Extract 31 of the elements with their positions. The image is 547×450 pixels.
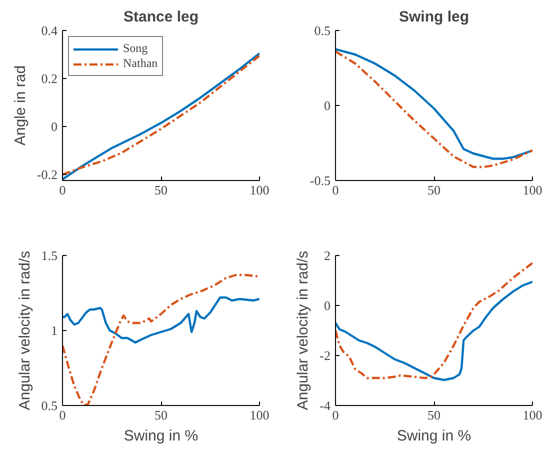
x-tick-label: 100: [250, 408, 270, 422]
y-tick-label: 1.5: [41, 248, 58, 263]
y-axis-title: Angle in rad: [12, 65, 29, 146]
y-tick-label: 0: [324, 298, 330, 313]
x-tick-label: 100: [250, 182, 270, 198]
x-tick-label: 100: [522, 408, 542, 422]
y-tick-label: 0: [324, 98, 330, 113]
x-tick-label: 50: [154, 182, 168, 198]
y-tick-label: -0.2: [36, 167, 58, 182]
x-tick-label: 50: [154, 408, 168, 422]
y-tick-label: -4: [320, 398, 331, 413]
legend-label: Song: [123, 41, 148, 56]
y-tick-label: 0.2: [41, 71, 58, 86]
x-tick-label: 100: [522, 182, 542, 198]
chart-title: Swing leg: [399, 8, 470, 26]
y-tick-label: 0.5: [41, 398, 58, 413]
y-axis-title: Angular velocity in rad/s: [294, 250, 312, 410]
legend-label: Nathan: [123, 56, 158, 71]
y-tick-label: -2: [320, 348, 331, 363]
y-tick-label: 2: [324, 248, 330, 263]
y-tick-label: 0.4: [41, 23, 58, 38]
x-axis-title: Swing in %: [124, 428, 198, 444]
y-tick-label: 1: [51, 323, 58, 338]
y-axis-title: Angular velocity in rad/s: [16, 250, 34, 410]
x-axis-title: Swing in %: [396, 428, 472, 444]
y-tick-label: 0.5: [314, 23, 330, 38]
y-tick-label: -0.5: [310, 173, 331, 188]
x-tick-label: 50: [428, 408, 440, 422]
y-tick-label: 0: [51, 119, 58, 134]
x-tick-label: 50: [428, 182, 440, 198]
chart-title: Stance leg: [123, 8, 199, 26]
